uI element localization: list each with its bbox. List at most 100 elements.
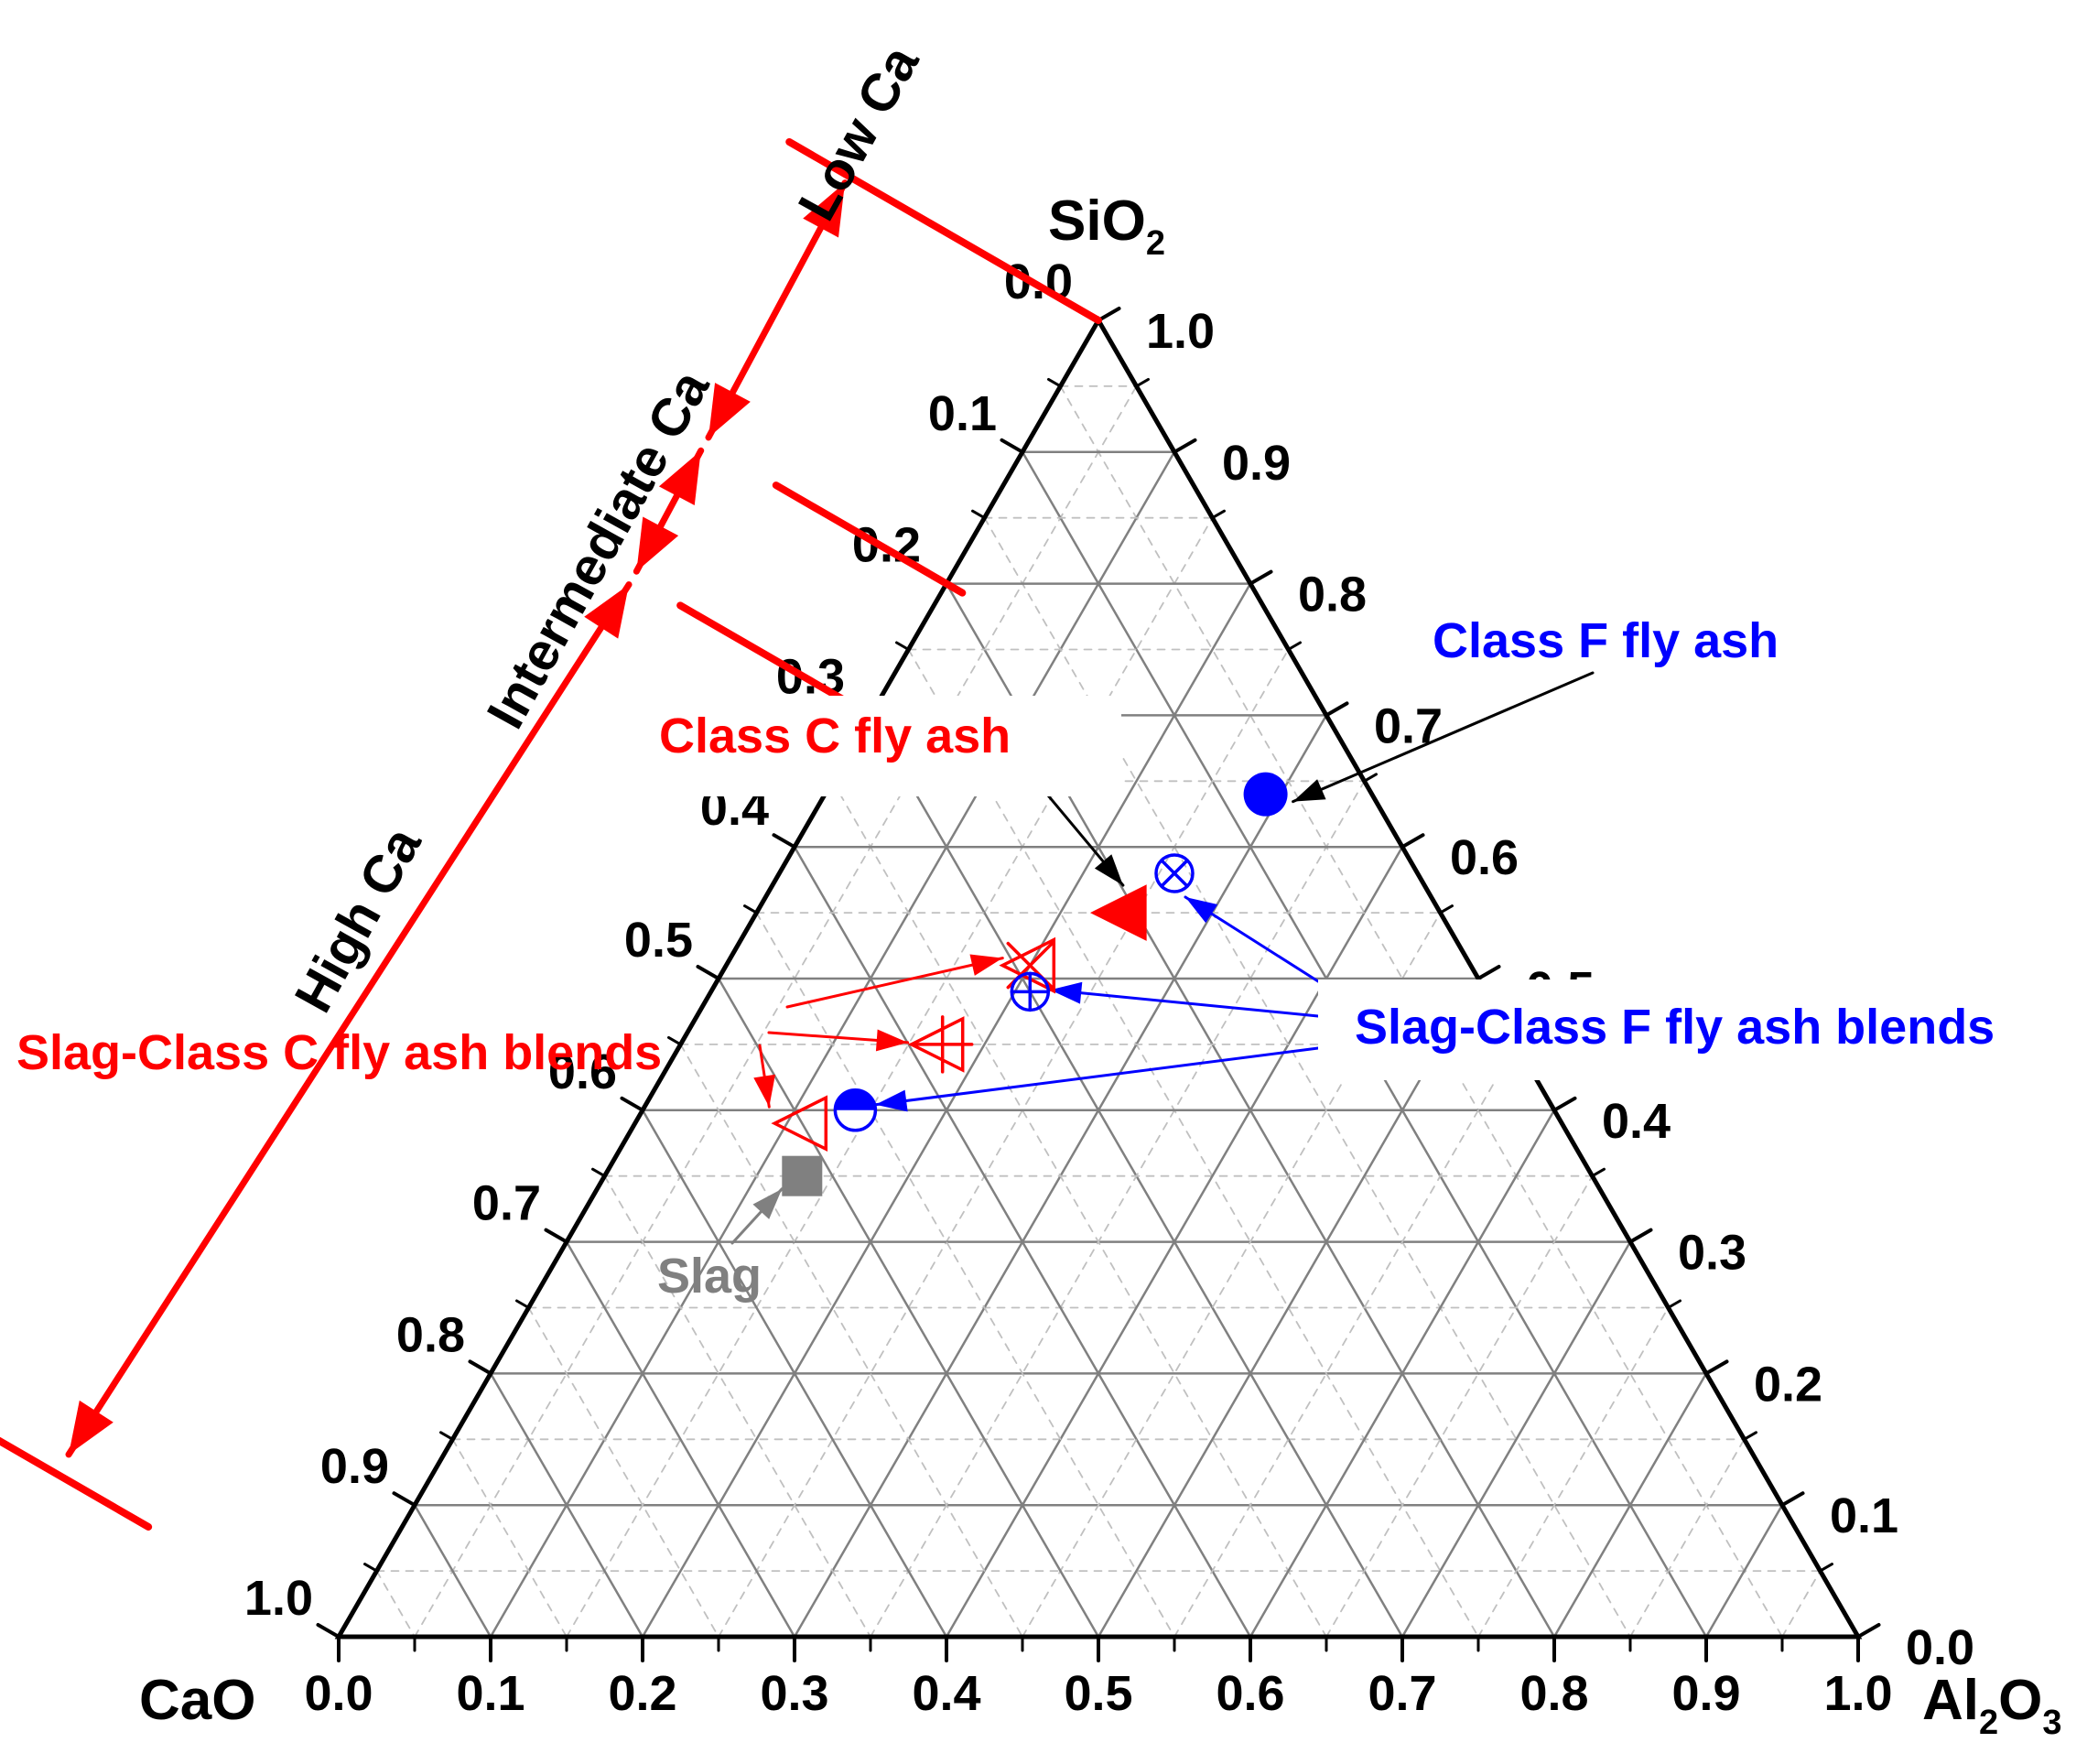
tick-left xyxy=(591,1167,606,1178)
tick-right xyxy=(1591,1167,1606,1178)
grid-line-cao xyxy=(755,912,1175,1638)
point-blend-c-1-shape xyxy=(999,936,1056,994)
grid-line-al2o3 xyxy=(1629,1438,1746,1638)
category-label-intermediate-ca: Intermediate Ca xyxy=(476,361,721,739)
blend-f-arrow-3-head xyxy=(875,1089,908,1112)
tick-label-left: 0.5 xyxy=(624,913,693,968)
grid-line-al2o3 xyxy=(1552,1372,1708,1639)
grid-line-al2o3 xyxy=(1325,1174,1594,1638)
grid-line-cao xyxy=(527,1306,719,1638)
intermediate-ca-range-head-b xyxy=(636,516,679,572)
tick-left xyxy=(971,509,986,520)
grid-line-al2o3 xyxy=(870,780,1366,1638)
grid-line-al2o3 xyxy=(1249,1109,1556,1639)
tick-left xyxy=(468,1359,492,1376)
tick-left xyxy=(667,1035,682,1046)
point-blend-f-1-shape xyxy=(1154,853,1195,893)
data-points xyxy=(771,772,1288,1196)
grid-line-cao xyxy=(603,1174,871,1638)
grid-line-al2o3 xyxy=(1022,912,1442,1638)
grid-line-al2o3 xyxy=(1400,1240,1632,1639)
high-ca-range-head-a xyxy=(584,584,630,639)
grid-line-cao xyxy=(451,1438,568,1638)
blend-c-arrow-1-head xyxy=(969,954,1003,976)
grid-line-cao xyxy=(831,780,1327,1638)
tick-label-bottom: 0.3 xyxy=(760,1666,828,1721)
category-label-low-ca: Low Ca xyxy=(787,36,931,231)
grid-line-al2o3 xyxy=(1173,1044,1518,1638)
slag-label: Slag xyxy=(657,1249,762,1304)
axis-label-al2o3: Al2O3 xyxy=(1922,1669,2062,1742)
tick-right xyxy=(1211,509,1226,520)
calcium-categories xyxy=(0,137,1102,1531)
class-c-arrow-head xyxy=(1094,854,1123,886)
tick-left xyxy=(743,904,758,914)
tick-label-bottom: 0.5 xyxy=(1064,1666,1132,1721)
tick-label-left: 0.6 xyxy=(548,1044,617,1099)
tick-labels: 0.00.00.00.10.10.10.20.20.20.30.30.30.40… xyxy=(244,254,1974,1721)
class-f-label: Class F fly ash xyxy=(1433,613,1779,668)
point-class-f-fly-ash-shape xyxy=(1243,772,1288,817)
tick-label-bottom: 0.7 xyxy=(1368,1666,1436,1721)
point-slag-shape xyxy=(782,1155,823,1196)
tick-right xyxy=(1476,964,1501,980)
tick-label-left: 0.7 xyxy=(472,1176,541,1231)
grid-line-cao xyxy=(489,1372,644,1639)
point-slag xyxy=(782,1155,823,1196)
tick-label-left: 1.0 xyxy=(244,1571,313,1626)
category-boundary-20 xyxy=(772,482,967,597)
tick-label-bottom: 0.6 xyxy=(1216,1666,1284,1721)
grid-line-cao xyxy=(983,516,1631,1638)
grid-line-cao xyxy=(565,1240,796,1639)
point-class-c-fly-ash xyxy=(1089,884,1147,941)
tick-right xyxy=(1173,438,1197,454)
tick-label-bottom: 0.0 xyxy=(304,1666,373,1721)
point-blend-f-3-fill xyxy=(835,1089,876,1110)
tick-label-right: 0.2 xyxy=(1754,1357,1822,1412)
annotation-arrows xyxy=(730,671,1595,1245)
grid-line-cao xyxy=(679,1044,1023,1638)
tick-left xyxy=(316,1622,341,1639)
tick-left xyxy=(439,1431,454,1441)
tick-right xyxy=(1743,1431,1757,1441)
grid-line-al2o3 xyxy=(1097,977,1480,1639)
point-class-f-fly-ash xyxy=(1243,772,1288,817)
tick-label-bottom: 1.0 xyxy=(1823,1666,1892,1721)
tick-label-right: 0.4 xyxy=(1602,1094,1671,1149)
tick-left xyxy=(544,1228,568,1244)
point-blend-c-3 xyxy=(771,1095,828,1153)
tick-label-bottom: 0.8 xyxy=(1519,1666,1588,1721)
class-c-label: Class C fly ash xyxy=(659,709,1011,763)
blends-f-label: Slag-Class F fly ash blends xyxy=(1355,1000,1995,1055)
grid-line-al2o3 xyxy=(1781,1570,1822,1638)
tick-right xyxy=(1363,773,1378,783)
tick-label-bottom: 0.4 xyxy=(912,1666,980,1721)
tick-left xyxy=(515,1299,530,1309)
tick-label-bottom: 0.2 xyxy=(608,1666,676,1721)
grid-line-cao xyxy=(375,1570,416,1638)
blend-f-arrow-2-head xyxy=(1050,981,1083,1004)
tick-label-right: 0.7 xyxy=(1374,698,1443,753)
tick-right xyxy=(1097,306,1121,322)
grid-line-al2o3 xyxy=(1477,1306,1670,1638)
tick-label-right: 0.1 xyxy=(1830,1488,1898,1543)
point-blend-f-3 xyxy=(833,1088,878,1132)
blend-c-arrow-3-head xyxy=(753,1074,776,1108)
tick-left xyxy=(392,1491,416,1508)
tick-left xyxy=(696,964,720,980)
tick-right xyxy=(1856,1622,1881,1639)
tick-label-right: 0.0 xyxy=(1906,1620,1974,1675)
intermediate-ca-range-head-a xyxy=(658,450,701,506)
tick-label-right: 0.9 xyxy=(1222,436,1291,491)
blend-c-arrow-1-shaft xyxy=(785,957,1004,1009)
tick-right xyxy=(1819,1563,1833,1573)
blend-c-arrow-2-head xyxy=(875,1029,908,1052)
grid-line-cao xyxy=(641,1109,948,1639)
high-ca-range-head-b xyxy=(69,1400,114,1455)
tick-right xyxy=(1667,1299,1681,1309)
class-f-arrow-shaft xyxy=(1292,671,1595,804)
grid-line-al2o3 xyxy=(414,384,1138,1638)
grid-line-cao xyxy=(413,1503,492,1639)
point-class-c-fly-ash-shape xyxy=(1089,884,1147,941)
